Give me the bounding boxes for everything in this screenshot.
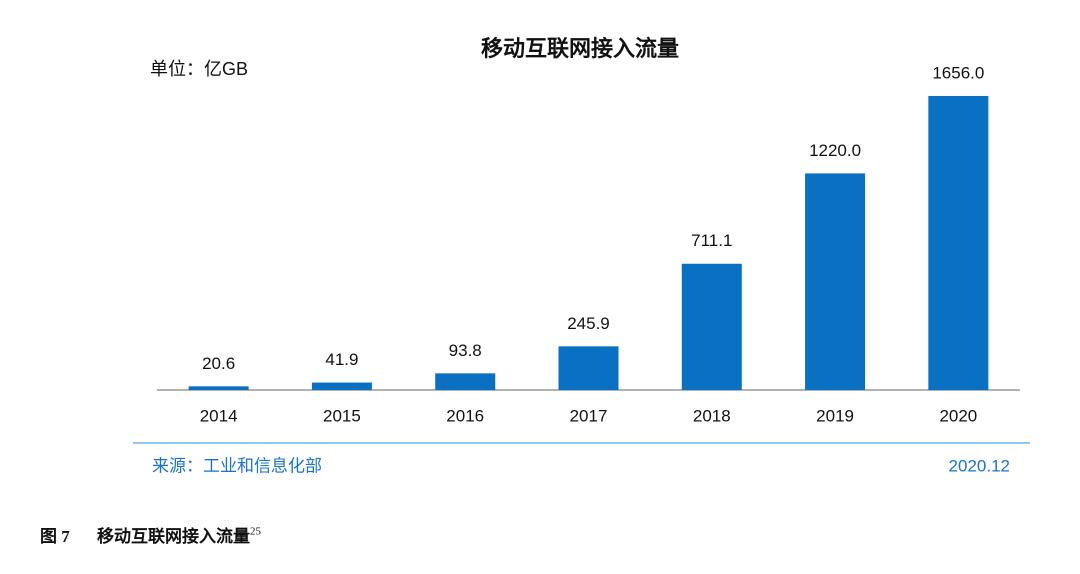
x-tick-label: 2016 xyxy=(446,406,484,425)
value-label: 93.8 xyxy=(449,341,482,360)
unit-label: 单位：亿GB xyxy=(150,59,248,79)
caption-note: 25 xyxy=(250,526,262,538)
bar xyxy=(188,386,249,390)
x-tick-label: 2019 xyxy=(816,406,854,425)
bar xyxy=(805,173,866,390)
x-tick-label: 2014 xyxy=(200,406,238,425)
value-label: 245.9 xyxy=(567,314,610,333)
value-label: 41.9 xyxy=(325,350,358,369)
bar xyxy=(681,263,742,390)
bar xyxy=(558,346,619,390)
x-tick-label: 2018 xyxy=(693,406,731,425)
bar xyxy=(435,373,496,390)
value-label: 1220.0 xyxy=(809,141,861,160)
bar xyxy=(311,382,372,390)
value-label: 711.1 xyxy=(691,231,732,250)
chart-title: 移动互联网接入流量 xyxy=(481,36,679,61)
caption-text: 移动互联网接入流量 xyxy=(97,526,250,546)
source: 来源：工业和信息化部 xyxy=(152,456,322,475)
date: 2020.12 xyxy=(949,456,1010,475)
value-label: 20.6 xyxy=(202,354,235,373)
x-tick-label: 2017 xyxy=(570,406,608,425)
caption-label: 图 7 xyxy=(40,527,70,546)
value-label: 1656.0 xyxy=(932,63,984,82)
x-tick-label: 2015 xyxy=(323,406,361,425)
x-tick-label: 2020 xyxy=(939,406,977,425)
bar xyxy=(928,96,989,390)
